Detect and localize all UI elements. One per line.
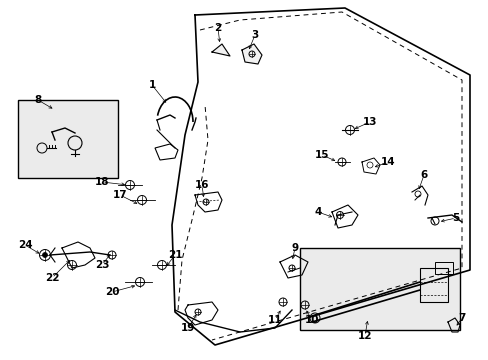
Text: 19: 19 xyxy=(181,323,195,333)
Text: 6: 6 xyxy=(420,170,427,180)
Text: 16: 16 xyxy=(194,180,209,190)
Text: 2: 2 xyxy=(214,23,221,33)
Text: 1: 1 xyxy=(148,80,155,90)
Bar xyxy=(434,262,452,274)
Text: 7: 7 xyxy=(457,313,465,323)
Text: 11: 11 xyxy=(267,315,282,325)
Text: 20: 20 xyxy=(104,287,119,297)
Text: 10: 10 xyxy=(304,315,319,325)
Text: 24: 24 xyxy=(18,240,32,250)
Polygon shape xyxy=(212,44,229,56)
Bar xyxy=(419,268,447,302)
Text: 17: 17 xyxy=(112,190,127,200)
Circle shape xyxy=(42,252,47,257)
Text: 23: 23 xyxy=(95,260,109,270)
Text: 4: 4 xyxy=(314,207,321,217)
Bar xyxy=(299,248,459,330)
Text: 5: 5 xyxy=(451,213,459,223)
Text: 3: 3 xyxy=(251,30,258,40)
Text: 18: 18 xyxy=(95,177,109,187)
Polygon shape xyxy=(242,44,262,64)
Text: 22: 22 xyxy=(45,273,59,283)
Text: 21: 21 xyxy=(167,250,182,260)
Text: 13: 13 xyxy=(362,117,376,127)
Text: 8: 8 xyxy=(34,95,41,105)
Text: 9: 9 xyxy=(291,243,298,253)
Text: 12: 12 xyxy=(357,331,371,341)
Bar xyxy=(18,100,118,178)
Text: 14: 14 xyxy=(380,157,394,167)
Text: 15: 15 xyxy=(314,150,328,160)
